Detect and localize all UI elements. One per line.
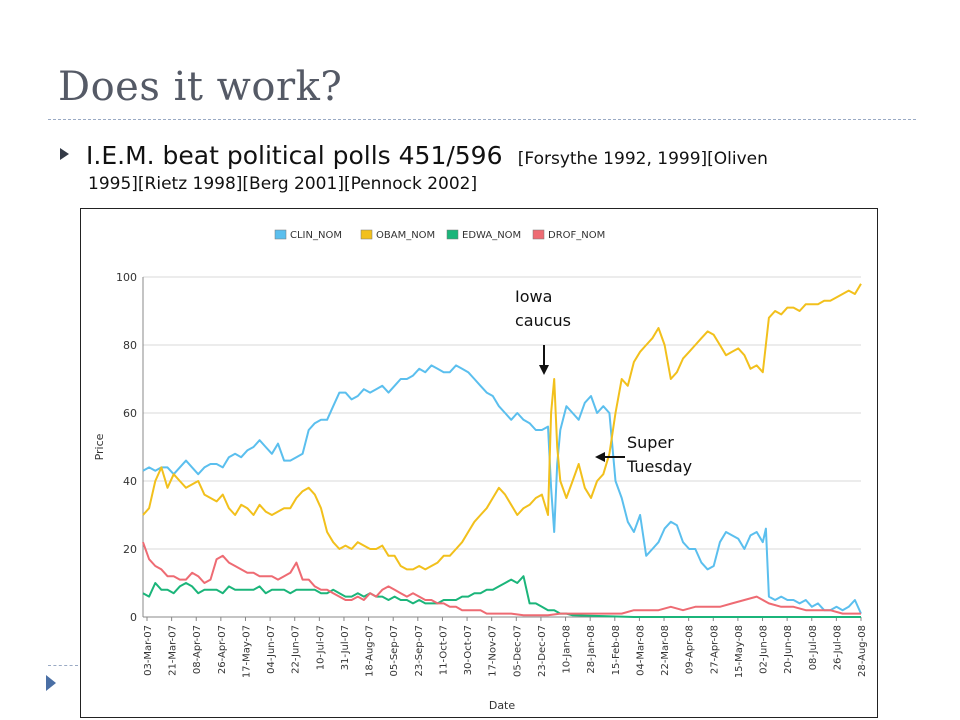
annotation-super-tuesday-line2: Tuesday	[627, 457, 693, 476]
y-tick-label: 0	[130, 611, 137, 624]
series-line-edwa-nom	[142, 575, 861, 618]
x-tick-label: 03-Mar-07	[143, 625, 154, 676]
annotation-iowa-caucus: Iowa caucus	[515, 285, 571, 333]
bullet-main-text: I.E.M. beat political polls 451/596	[86, 141, 503, 170]
footer-arrow-icon	[46, 675, 56, 691]
x-tick-label: 02-Jun-08	[759, 625, 770, 674]
annotation-iowa-line1: Iowa	[515, 287, 553, 306]
x-tick-label: 21-Mar-07	[168, 625, 179, 676]
y-tick-label: 60	[123, 407, 137, 420]
x-tick-label: 26-Apr-07	[217, 625, 228, 674]
x-tick-label: 26-Jul-08	[832, 625, 843, 670]
y-tick-label: 100	[116, 271, 137, 284]
x-tick-label: 18-Aug-07	[365, 625, 376, 677]
legend-label-clin-nom: CLIN_NOM	[290, 230, 342, 241]
legend-swatch-drof-nom	[532, 229, 545, 240]
x-tick-label: 22-Mar-08	[660, 625, 671, 676]
legend-label-edwa-nom: EDWA_NOM	[462, 230, 521, 241]
x-tick-label: 30-Oct-07	[463, 625, 474, 675]
slide-title: Does it work?	[58, 64, 343, 110]
y-tick-label: 80	[123, 339, 137, 352]
annotation-arrowhead-super-tuesday	[595, 452, 605, 462]
annotation-super-tuesday-line1: Super	[627, 433, 674, 452]
x-tick-label: 28-Aug-08	[857, 625, 868, 677]
x-tick-label: 17-Nov-07	[488, 625, 499, 677]
legend-label-obam-nom: OBAM_NOM	[376, 230, 435, 241]
y-tick-label: 20	[123, 543, 137, 556]
x-tick-label: 20-Jun-08	[783, 625, 794, 674]
series-line-drof-nom	[142, 541, 861, 617]
legend-swatch-obam-nom	[360, 229, 373, 240]
x-tick-label: 08-Jul-08	[808, 625, 819, 670]
x-tick-label: 10-Jan-08	[562, 625, 573, 674]
x-tick-label: 15-Feb-08	[611, 625, 622, 675]
x-tick-label: 17-May-07	[241, 625, 252, 678]
series-line-clin-nom	[142, 364, 862, 615]
annotation-arrowhead-iowa	[539, 365, 549, 375]
x-tick-label: 31-Jul-07	[340, 625, 351, 670]
title-divider	[48, 119, 916, 120]
legend-swatch-clin-nom	[274, 229, 287, 240]
bullet-arrow-icon	[60, 148, 69, 160]
x-tick-label: 22-Jun-07	[291, 625, 302, 674]
series-line-obam-nom	[142, 283, 862, 571]
x-tick-label: 23-Dec-07	[537, 625, 548, 677]
x-tick-label: 23-Sep-07	[414, 625, 425, 677]
legend-label-drof-nom: DROF_NOM	[548, 230, 605, 241]
x-tick-label: 15-May-08	[734, 625, 745, 678]
price-chart: 0 20 40 60 80 100 03-Mar-07 21-Mar-07 08-Apr-07 2…	[93, 229, 868, 712]
chart-frame: 0 20 40 60 80 100 03-Mar-07 21-Mar-07 08-Apr-07 2…	[80, 208, 878, 718]
y-tick-label: 40	[123, 475, 137, 488]
legend-swatch-edwa-nom	[446, 229, 459, 240]
x-tick-label: 09-Apr-08	[685, 625, 696, 674]
y-axis-title: Price	[93, 433, 106, 460]
x-tick-label: 10-Jul-07	[315, 625, 326, 670]
x-tick-label: 11-Oct-07	[438, 625, 449, 675]
footer-divider	[48, 665, 78, 666]
bullet-refs-line2: 1995][Rietz 1998][Berg 2001][Pennock 200…	[88, 174, 478, 194]
x-tick-label: 08-Apr-07	[192, 625, 203, 674]
x-tick-label: 28-Jan-08	[586, 625, 597, 674]
x-axis-title: Date	[489, 699, 516, 712]
bullet-refs-line1: [Forsythe 1992, 1999][Oliven	[517, 149, 768, 169]
bullet-text: I.E.M. beat political polls 451/596 [For…	[86, 138, 846, 177]
x-tick-label: 04-Mar-08	[635, 625, 646, 676]
annotation-super-tuesday: Super Tuesday	[627, 431, 692, 479]
x-tick-label: 04-Jun-07	[266, 625, 277, 674]
x-tick-label: 05-Dec-07	[512, 625, 523, 677]
x-tick-label: 27-Apr-08	[709, 625, 720, 674]
annotation-iowa-line2: caucus	[515, 311, 572, 330]
x-tick-label: 05-Sep-07	[389, 625, 400, 677]
